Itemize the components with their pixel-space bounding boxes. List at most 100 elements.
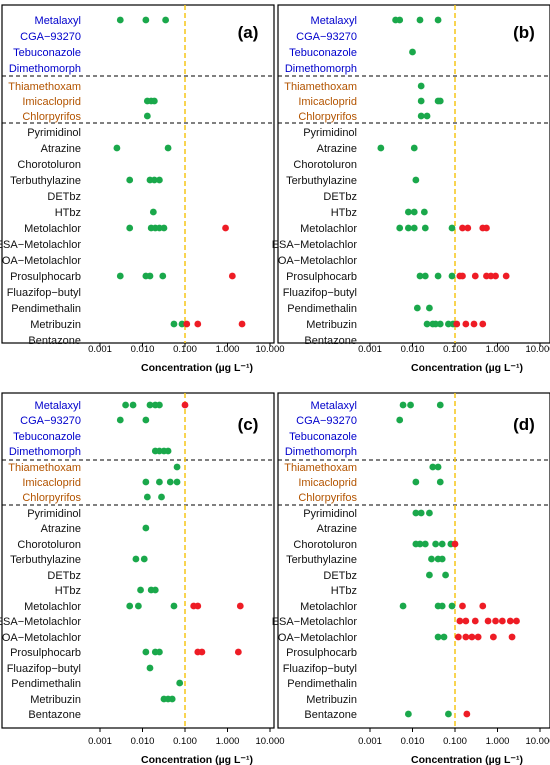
x-tick-label: 10.000	[255, 736, 284, 747]
data-point-below	[116, 16, 124, 24]
data-point-below	[413, 304, 421, 312]
data-point-below	[404, 208, 412, 216]
data-point-below	[412, 176, 420, 184]
data-point-below	[173, 463, 181, 471]
panel-label: (c)	[238, 415, 259, 434]
x-tick-label: 0.010	[401, 736, 425, 747]
data-point-below	[438, 540, 446, 548]
compound-label: Dimethomorph	[9, 446, 81, 458]
compound-label: Atrazine	[317, 523, 357, 535]
data-point-below	[428, 555, 435, 563]
compound-label: Metribuzin	[30, 694, 81, 706]
data-point-below	[143, 112, 151, 120]
data-point-below	[137, 586, 144, 594]
data-point-below	[126, 602, 134, 610]
data-point-below	[438, 555, 446, 563]
data-point-below	[434, 272, 442, 280]
data-point-below	[432, 540, 440, 548]
data-point-below	[146, 664, 154, 672]
data-point-below	[421, 224, 429, 232]
data-point-below	[407, 401, 414, 409]
x-tick-label: 0.010	[131, 736, 155, 747]
compound-label: Chlorpyrifos	[298, 492, 357, 504]
data-point-above	[483, 224, 490, 232]
data-point-below	[404, 224, 412, 232]
compound-label: OA−Metolachlor	[278, 255, 358, 267]
compound-label: DETbz	[47, 570, 81, 582]
compound-label: Fluazifop−butyl	[283, 663, 357, 675]
x-axis-label: Concentration (µg L⁻¹)	[141, 362, 253, 374]
compound-label: Terbuthylazine	[10, 554, 81, 566]
data-point-below	[440, 633, 448, 641]
compound-label: Dimethomorph	[285, 63, 357, 75]
panel-label: (d)	[513, 415, 535, 434]
data-point-above	[459, 224, 466, 232]
compound-label: CGA−93270	[20, 415, 81, 427]
data-point-below	[158, 493, 165, 501]
data-point-below	[438, 602, 446, 610]
x-tick-label: 10.000	[525, 344, 550, 355]
data-point-below	[156, 648, 163, 656]
data-point-above	[498, 617, 506, 625]
x-tick-label: 0.001	[358, 736, 382, 747]
compound-label: Bentazone	[28, 709, 81, 721]
compound-label: Pendimethalin	[287, 678, 357, 690]
data-point-below	[434, 16, 442, 24]
x-tick-label: 0.100	[443, 344, 467, 355]
data-point-below	[156, 176, 163, 184]
data-point-above	[479, 320, 487, 328]
compound-label: Imicacloprid	[298, 96, 357, 108]
data-point-below	[436, 97, 444, 105]
data-point-below	[166, 478, 174, 486]
data-point-below	[116, 272, 124, 280]
compound-label: Fluazifop−butyl	[7, 287, 81, 299]
compound-label: CGA−93270	[296, 415, 357, 427]
data-point-below	[423, 320, 431, 328]
data-point-above	[513, 617, 520, 625]
data-point-above	[464, 224, 472, 232]
data-point-above	[222, 224, 229, 232]
compound-label: DETbz	[47, 191, 81, 203]
compound-label: Chorotoluron	[17, 539, 81, 551]
data-point-below	[146, 401, 154, 409]
compound-label: OA−Metolachlor	[278, 632, 358, 644]
data-point-below	[421, 540, 429, 548]
compound-label: Tebuconazole	[289, 431, 357, 443]
panel-frame	[1, 4, 275, 344]
data-point-below	[159, 272, 167, 280]
compound-label: Tebuconazole	[13, 431, 81, 443]
data-point-above	[506, 617, 514, 625]
x-tick-label: 0.100	[443, 736, 467, 747]
data-point-below	[170, 320, 178, 328]
compound-label: Atrazine	[41, 523, 81, 535]
compound-label: HTbz	[331, 207, 357, 219]
data-point-above	[492, 617, 499, 625]
compound-label: Prosulphocarb	[10, 271, 81, 283]
compound-label: Pyrimidinol	[303, 508, 357, 520]
x-axis-label: Concentration (µg L⁻¹)	[141, 754, 253, 765]
compound-label: HTbz	[55, 207, 81, 219]
data-point-above	[228, 272, 236, 280]
compound-label: Metalaxyl	[311, 15, 357, 27]
data-point-below	[134, 602, 142, 610]
x-tick-label: 0.100	[173, 344, 197, 355]
data-point-below	[423, 112, 431, 120]
compound-label: Chorotoluron	[293, 159, 357, 171]
compound-label: Tebuconazole	[289, 47, 357, 59]
data-point-above	[468, 633, 476, 641]
data-point-below	[164, 447, 172, 455]
compound-label: Metalaxyl	[35, 400, 81, 412]
panel-label: (b)	[513, 23, 535, 42]
data-point-below	[142, 648, 150, 656]
x-tick-label: 1.000	[216, 736, 240, 747]
data-point-below	[126, 176, 134, 184]
data-point-below	[132, 555, 140, 563]
data-point-below	[426, 509, 433, 517]
x-axis-label: Concentration (µg L⁻¹)	[411, 754, 523, 765]
data-point-below	[150, 176, 158, 184]
data-point-below	[434, 633, 442, 641]
x-tick-label: 10.000	[255, 344, 284, 355]
data-point-below	[436, 401, 444, 409]
compound-label: Dimethomorph	[9, 63, 81, 75]
